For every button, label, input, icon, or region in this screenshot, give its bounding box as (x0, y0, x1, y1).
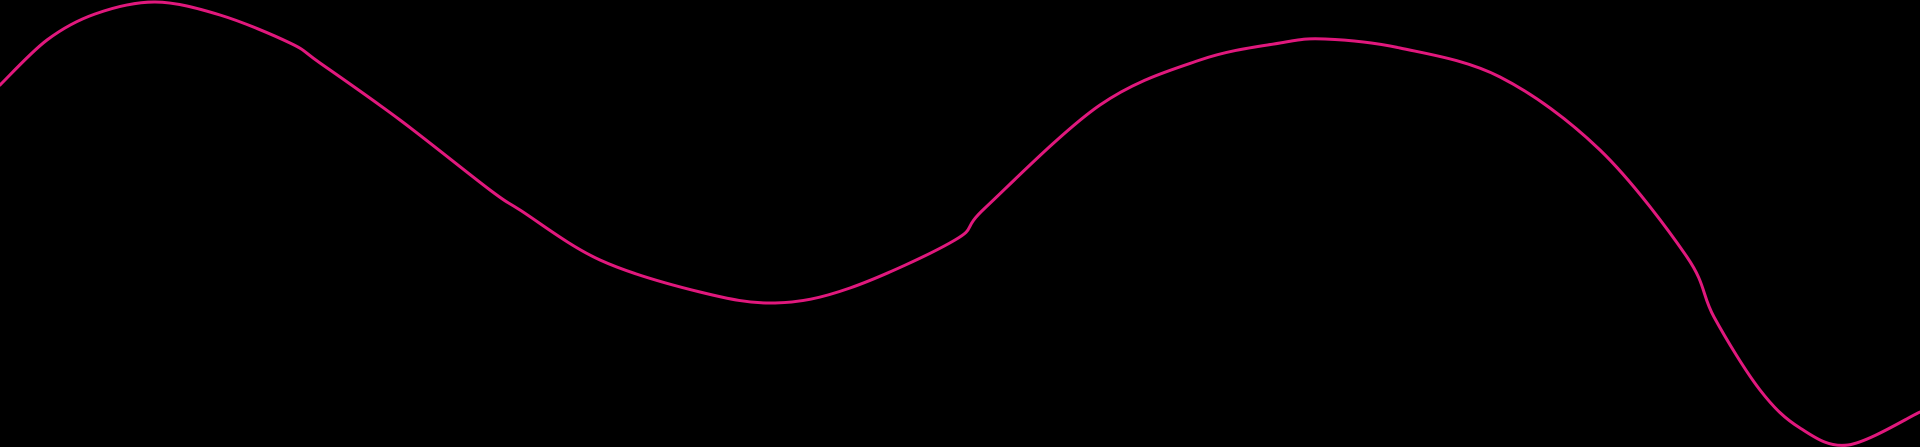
chart-canvas (0, 0, 1920, 447)
canvas-background (0, 0, 1920, 447)
wave-curve-svg (0, 0, 1920, 447)
wave-curve-path (0, 0, 1920, 447)
